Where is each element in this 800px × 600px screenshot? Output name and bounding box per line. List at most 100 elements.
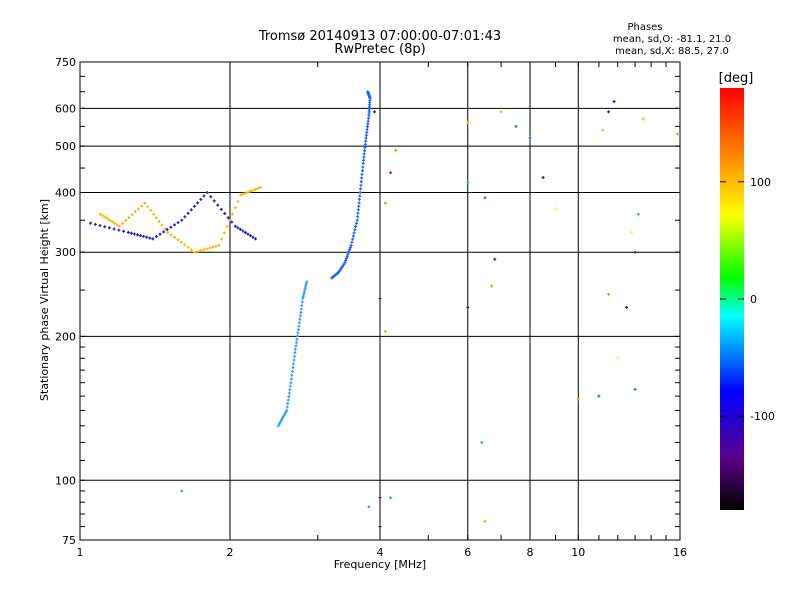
data-point — [223, 212, 227, 216]
data-point — [361, 161, 365, 165]
data-point — [253, 237, 257, 241]
data-point — [616, 356, 620, 360]
y-tick-label: 75 — [62, 534, 76, 547]
data-point — [298, 317, 302, 321]
data-point — [641, 117, 645, 121]
colorbar-tick-label: 0 — [750, 293, 757, 306]
data-point — [256, 186, 260, 190]
data-point — [297, 321, 301, 325]
data-point — [99, 212, 103, 216]
data-point — [499, 110, 503, 114]
data-point — [351, 234, 355, 238]
data-point — [366, 122, 370, 126]
data-point — [282, 414, 286, 418]
data-point — [165, 228, 169, 232]
y-tick-label: 300 — [55, 246, 76, 259]
data-point — [241, 229, 245, 233]
data-point — [293, 351, 297, 355]
data-point — [293, 347, 297, 351]
data-point — [241, 192, 245, 196]
data-point — [163, 227, 167, 231]
x-tick-label: 4 — [377, 546, 384, 559]
data-point — [133, 210, 137, 214]
data-point — [362, 155, 366, 159]
data-point — [366, 90, 370, 94]
data-point — [373, 110, 377, 114]
data-point — [284, 410, 288, 414]
data-point — [154, 216, 158, 220]
data-point — [151, 212, 155, 216]
data-point — [493, 257, 497, 261]
data-point — [363, 149, 367, 153]
data-point — [143, 201, 147, 205]
data-point — [633, 250, 637, 254]
data-point — [288, 384, 292, 388]
data-point — [378, 496, 382, 500]
data-point — [202, 194, 206, 198]
x-tick-label: 2 — [227, 546, 234, 559]
data-point — [145, 235, 149, 239]
data-point — [132, 232, 136, 236]
data-point — [196, 201, 200, 205]
data-point — [122, 229, 126, 233]
data-point — [169, 225, 173, 229]
data-point — [180, 489, 184, 493]
colorbar-ticks: 100 0 -100 — [720, 176, 775, 423]
phase-info-title: Phases — [627, 22, 662, 33]
data-point — [291, 362, 295, 366]
data-point — [607, 110, 611, 114]
data-point — [289, 381, 293, 385]
data-point — [354, 225, 358, 229]
data-point — [236, 199, 240, 203]
data-point — [367, 116, 371, 120]
data-point — [189, 208, 193, 212]
data-point — [193, 250, 197, 254]
data-point — [290, 369, 294, 373]
data-point — [278, 420, 282, 424]
data-point — [110, 220, 114, 224]
data-point — [246, 232, 250, 236]
data-point — [176, 238, 180, 242]
data-point — [290, 373, 294, 377]
data-point — [553, 207, 557, 211]
data-point — [285, 408, 289, 412]
data-point — [361, 158, 365, 162]
data-point — [576, 397, 580, 401]
data-point — [101, 214, 105, 218]
data-point — [541, 175, 545, 179]
data-point — [285, 405, 289, 409]
data-point — [130, 213, 134, 217]
data-point — [356, 211, 360, 215]
data-point — [357, 197, 361, 201]
data-point — [360, 176, 364, 180]
data-point — [295, 337, 299, 341]
data-point — [248, 234, 252, 238]
colorbar-label: [deg] — [719, 71, 754, 86]
phase-info-x: mean, sd,X: 88.5, 27.0 — [615, 46, 729, 57]
data-point — [214, 244, 218, 248]
y-tick-label: 750 — [55, 56, 76, 69]
data-point — [279, 418, 283, 422]
data-point — [358, 194, 362, 198]
data-point — [288, 388, 292, 392]
data-point — [394, 148, 398, 152]
data-point — [347, 250, 351, 254]
data-point — [348, 246, 352, 250]
data-point — [142, 234, 146, 238]
phase-info-o: mean, sd,O: -81.1, 21.0 — [613, 34, 731, 45]
data-point — [514, 124, 518, 128]
data-point — [298, 314, 302, 318]
data-point — [364, 133, 368, 137]
data-point — [356, 208, 360, 212]
y-tick-label: 500 — [55, 140, 76, 153]
data-point — [208, 246, 212, 250]
data-point — [597, 394, 601, 398]
data-point — [299, 307, 303, 311]
data-point — [292, 358, 296, 362]
data-point — [354, 221, 358, 225]
data-point — [183, 215, 187, 219]
data-point — [389, 171, 393, 175]
data-point — [192, 204, 196, 208]
data-point — [117, 224, 121, 228]
data-point — [296, 328, 300, 332]
